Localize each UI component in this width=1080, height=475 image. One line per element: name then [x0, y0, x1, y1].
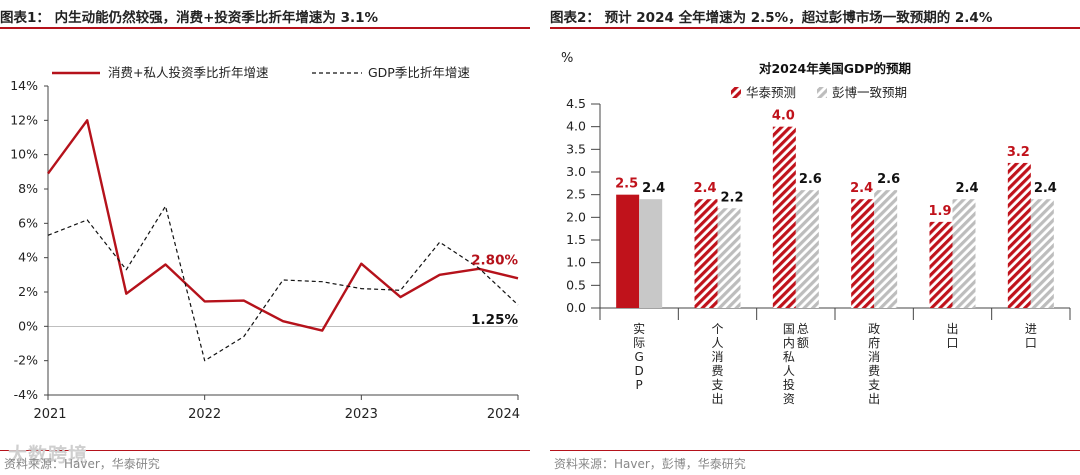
gdp-line: [47, 205, 519, 362]
end-value-label: 1.25%: [471, 312, 518, 328]
watermark: 大数跨境: [8, 444, 89, 466]
bar-value-label: 2.4: [850, 181, 873, 196]
x-tick-label: 2022: [188, 407, 221, 422]
bar-value-label: 2.4: [642, 181, 665, 196]
bar-value-label: 4.0: [772, 109, 795, 124]
y-tick-label: 3.5: [566, 141, 586, 156]
y-tick-label: 0%: [18, 318, 38, 333]
x-tick-label: 2024: [487, 407, 520, 422]
figure-title-2: 图表2： 预计 2024 全年增速为 2.5%，超过彭博市场一致预期的 2.4%: [550, 10, 993, 26]
bar-value-label: 2.4: [693, 181, 716, 196]
bar-value-label: 2.6: [877, 172, 900, 187]
y-tick-label: 1.0: [566, 255, 586, 270]
x-category-label: 出口: [946, 322, 958, 350]
y-tick-label: 4.0: [566, 119, 586, 134]
legend-swatch-huatai: [731, 87, 741, 98]
y-tick-label: 10%: [10, 147, 38, 162]
bar-value-label: 2.6: [799, 172, 822, 187]
y-tick-label: 4%: [18, 250, 38, 265]
y-tick-label: 3.0: [566, 164, 586, 179]
x-category-label: 个人消费支出: [711, 322, 723, 406]
legend-label-huatai: 华泰预测: [746, 85, 796, 100]
bar-bloomberg-consensus: [717, 208, 741, 308]
bar-bloomberg-consensus: [952, 199, 976, 308]
source-note-2: 资料来源：Haver，彭博，华泰研究: [554, 457, 746, 471]
y-tick-label: -2%: [14, 353, 38, 368]
chart-title: 对2024年美国GDP的预期: [759, 61, 911, 76]
title-rule-1: [0, 27, 530, 29]
y-tick-label: 2.5: [566, 187, 586, 202]
y-tick-label: 8%: [18, 181, 38, 196]
x-category-label: 进口: [1025, 322, 1037, 350]
legend-label-bloomberg: 彭博一致预期: [832, 85, 907, 100]
consumption-investment-line: [47, 119, 519, 332]
chart-panel-1: 图表1： 内生动能仍然较强，消费+投资季比折年增速为 3.1% -4% -2% 0%…: [0, 0, 530, 475]
source-rule-1: [0, 450, 530, 451]
legend-label-gdp: GDP季比折年增速: [368, 65, 470, 80]
y-tick-label: 0.0: [566, 300, 586, 315]
y-tick-label: 2.0: [566, 209, 586, 224]
bar-value-label: 3.2: [1007, 145, 1030, 160]
y-tick-label: 4.5: [566, 96, 586, 111]
title-rule-2: [550, 27, 1080, 29]
line-chart: -4% -2% 0% 2% 4% 6% 8% 10% 12% 14% 2021 2022 2023 202…: [10, 65, 520, 422]
chart-panel-2: 图表2： 预计 2024 全年增速为 2.5%，超过彭博市场一致预期的 2.4%…: [550, 0, 1080, 475]
figure-title-1: 图表1： 内生动能仍然较强，消费+投资季比折年增速为 3.1%: [0, 10, 379, 26]
legend-label-consumption: 消费+私人投资季比折年增速: [108, 65, 269, 80]
bar-value-label: 1.9: [928, 204, 951, 219]
bar-huatai-forecast: [772, 126, 796, 309]
bar-bloomberg-consensus: [1030, 199, 1054, 308]
x-tick-label: 2021: [33, 407, 66, 422]
x-tick-label: 2023: [345, 407, 378, 422]
y-tick-label: -4%: [14, 387, 38, 402]
x-category-label: 国内私人投资总额: [783, 322, 809, 406]
y-tick-label: 1.5: [566, 232, 586, 247]
bar-huatai-forecast: [616, 194, 640, 308]
bar-bloomberg-consensus: [795, 190, 819, 308]
y-axis-unit: %: [561, 51, 573, 66]
bar-huatai-forecast: [929, 221, 953, 308]
y-tick-label: 14%: [10, 78, 38, 93]
y-tick-label: 12%: [10, 112, 38, 127]
source-note-1: 资料来源：Haver，华泰研究: [4, 457, 160, 471]
bar-chart: % 对2024年美国GDP的预期 0.0 0.5 1.0 1.5 2.0 2.5 3.0 3.5 4…: [561, 51, 1071, 406]
bar-huatai-forecast: [1007, 162, 1031, 308]
bar-huatai-forecast: [694, 199, 718, 308]
bar-huatai-forecast: [851, 199, 875, 308]
bar-value-label: 2.5: [615, 177, 638, 192]
x-category-label: 政府消费支出: [868, 322, 880, 406]
bar-value-label: 2.4: [955, 181, 978, 196]
x-category-label: 实际 G D P: [633, 321, 645, 392]
bar-bloomberg-consensus: [874, 190, 898, 308]
bar-bloomberg-consensus: [639, 199, 663, 308]
legend-swatch-bloomberg: [817, 87, 827, 98]
y-tick-label: 2%: [18, 284, 38, 299]
bar-value-label: 2.2: [720, 190, 743, 205]
bar-value-label: 2.4: [1034, 181, 1057, 196]
end-value-label: 2.80%: [471, 252, 518, 268]
source-rule-2: [550, 450, 1080, 451]
y-tick-label: 0.5: [566, 277, 586, 292]
y-tick-label: 6%: [18, 215, 38, 230]
